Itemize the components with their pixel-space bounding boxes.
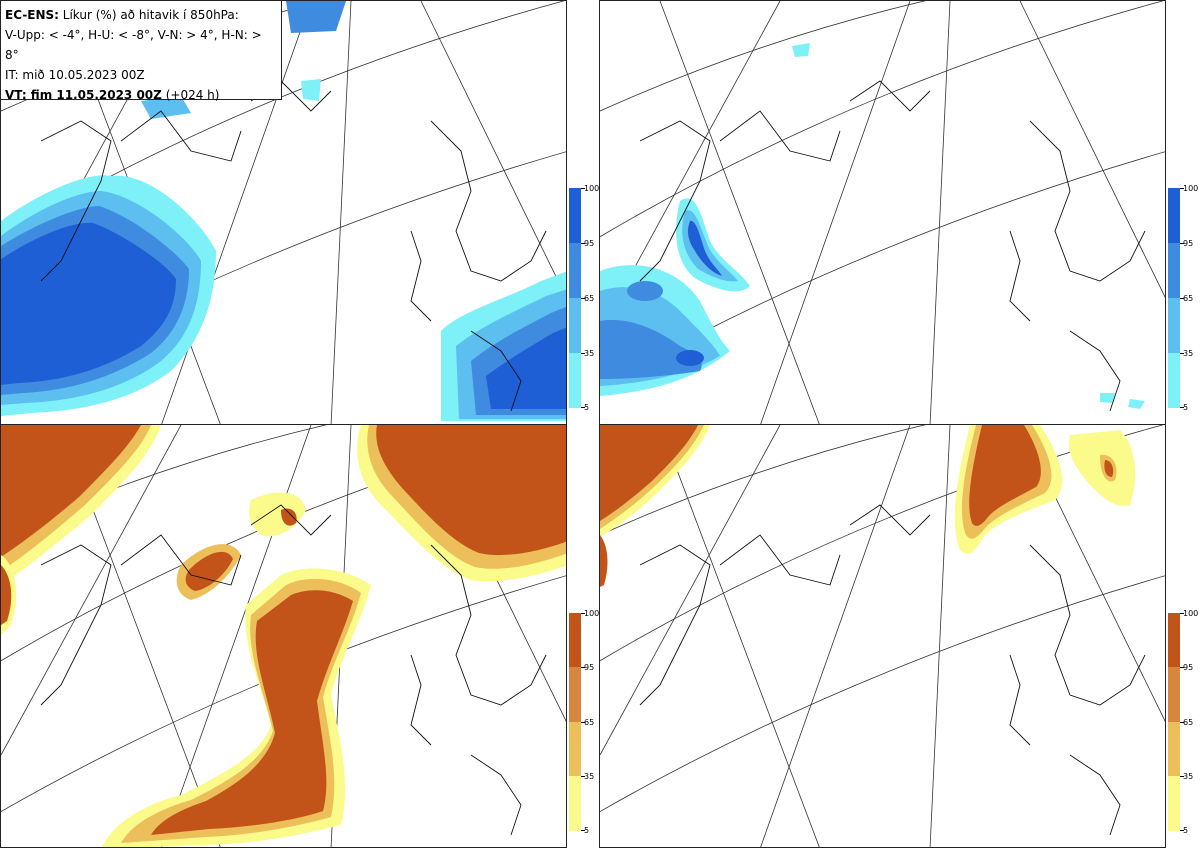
probability-map-h-n — [600, 425, 1165, 847]
probability-area-scandinavia — [1068, 430, 1136, 506]
colorbar-warm-right: 100 95 65 35 5 — [1168, 609, 1199, 835]
threshold-line: V-Upp: < -4°, H-U: < -8°, V-N: > 4°, H-N… — [5, 28, 262, 62]
probability-area-west — [1, 175, 216, 416]
colorbar-segment — [1168, 722, 1180, 776]
info-title-line: EC-ENS: Líkur (%) að hitavik í 850hPa: — [5, 5, 277, 25]
colorbar-tick-label: 35 — [584, 349, 595, 358]
forecast-info-box: EC-ENS: Líkur (%) að hitavik í 850hPa: V… — [0, 0, 282, 102]
colorbar-tick-label: 35 — [1183, 772, 1194, 781]
probability-area-norwegian-sea — [954, 425, 1063, 555]
colorbar-tick-label: 100 — [584, 609, 600, 618]
colorbar-tick-label: 100 — [584, 184, 600, 193]
colorbar-segment — [569, 298, 581, 353]
probability-area-east — [441, 271, 566, 421]
colorbar-tick-label: 95 — [1183, 239, 1194, 248]
probability-map-h-u — [600, 1, 1165, 424]
colorbar-tick-label: 95 — [584, 663, 595, 672]
probability-area-northeast — [357, 425, 566, 582]
coastlines — [40, 80, 547, 412]
colorbar-tick-label: 65 — [1183, 294, 1194, 303]
colorbar-tick-label: 65 — [584, 294, 595, 303]
coastlines — [40, 504, 547, 836]
valid-time-line: VT: fim 11.05.2023 00Z (+024 h) — [5, 85, 277, 105]
colorbar-tick-label: 5 — [584, 826, 590, 835]
colorbar-tick-label: 35 — [1183, 349, 1194, 358]
colorbar-warm-left: 100 95 65 35 5 — [569, 609, 600, 835]
colorbar-segment — [569, 667, 581, 722]
colorbar-tick-label: 5 — [584, 403, 590, 412]
product-title: Líkur (%) að hitavik í 850hPa: — [62, 8, 239, 22]
colorbar-segment — [1168, 353, 1180, 408]
model-name: EC-ENS: — [5, 8, 59, 22]
colorbar-segment — [569, 353, 581, 408]
colorbar-tick-label: 100 — [1183, 609, 1199, 618]
probability-map-v-n — [1, 425, 566, 847]
map-panel-h-u — [599, 0, 1166, 425]
colorbar-cold-right: 100 95 65 35 5 — [1168, 184, 1199, 412]
colorbar-tick-label: 5 — [1183, 826, 1189, 835]
colorbar-segment — [1168, 776, 1180, 831]
probability-area-central — [101, 492, 371, 847]
colorbar-cold-left: 100 95 65 35 5 — [569, 184, 600, 412]
colorbar-segment — [569, 188, 581, 243]
colorbar-segment — [569, 722, 581, 776]
colorbar-segment — [1168, 667, 1180, 722]
colorbar-segment — [1168, 613, 1180, 667]
colorbar-tick-label: 95 — [1183, 663, 1194, 672]
graticule — [600, 425, 1165, 847]
colorbar-segment — [569, 613, 581, 667]
coastlines — [639, 80, 1146, 412]
colorbar-segment — [1168, 188, 1180, 243]
colorbar-tick-label: 65 — [1183, 718, 1194, 727]
colorbar-segment — [1168, 298, 1180, 353]
probability-map-v-upp — [1, 1, 566, 424]
colorbar-segment — [1168, 243, 1180, 298]
colorbar-tick-label: 35 — [584, 772, 595, 781]
probability-area-northwest — [600, 425, 710, 587]
colorbar-tick-label: 65 — [584, 718, 595, 727]
valid-time: VT: fim 11.05.2023 00Z — [5, 88, 162, 102]
graticule — [600, 1, 1165, 424]
init-time: IT: mið 10.05.2023 00Z — [5, 68, 145, 82]
map-panel-h-n — [599, 424, 1166, 848]
colorbar-tick-label: 100 — [1183, 184, 1199, 193]
colorbar-segment — [569, 776, 581, 831]
probability-area-southwest — [600, 265, 730, 396]
colorbar-segment — [569, 243, 581, 298]
coastlines — [639, 504, 1146, 836]
map-panel-v-upp — [0, 0, 567, 425]
lead-time: (+024 h) — [165, 88, 220, 102]
probability-area-labrador — [676, 198, 750, 292]
colorbar-tick-label: 5 — [1183, 403, 1189, 412]
colorbar-tick-label: 95 — [584, 239, 595, 248]
map-panel-v-n — [0, 424, 567, 848]
probability-area-northwest — [1, 425, 161, 585]
